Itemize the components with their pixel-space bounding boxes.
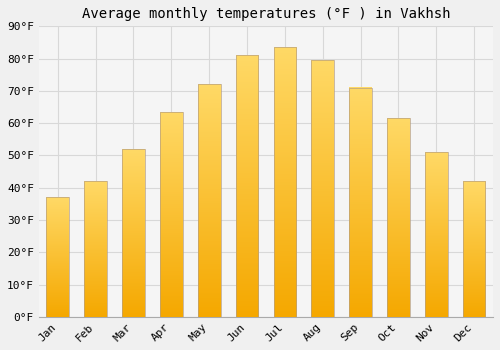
Bar: [122, 149, 145, 317]
Bar: [387, 118, 410, 317]
Bar: [463, 181, 485, 317]
Bar: [198, 84, 220, 317]
Bar: [160, 112, 182, 317]
Bar: [349, 88, 372, 317]
Title: Average monthly temperatures (°F ) in Vakhsh: Average monthly temperatures (°F ) in Va…: [82, 7, 450, 21]
Bar: [425, 152, 448, 317]
Bar: [46, 197, 69, 317]
Bar: [312, 60, 334, 317]
Bar: [84, 181, 107, 317]
Bar: [274, 47, 296, 317]
Bar: [236, 55, 258, 317]
